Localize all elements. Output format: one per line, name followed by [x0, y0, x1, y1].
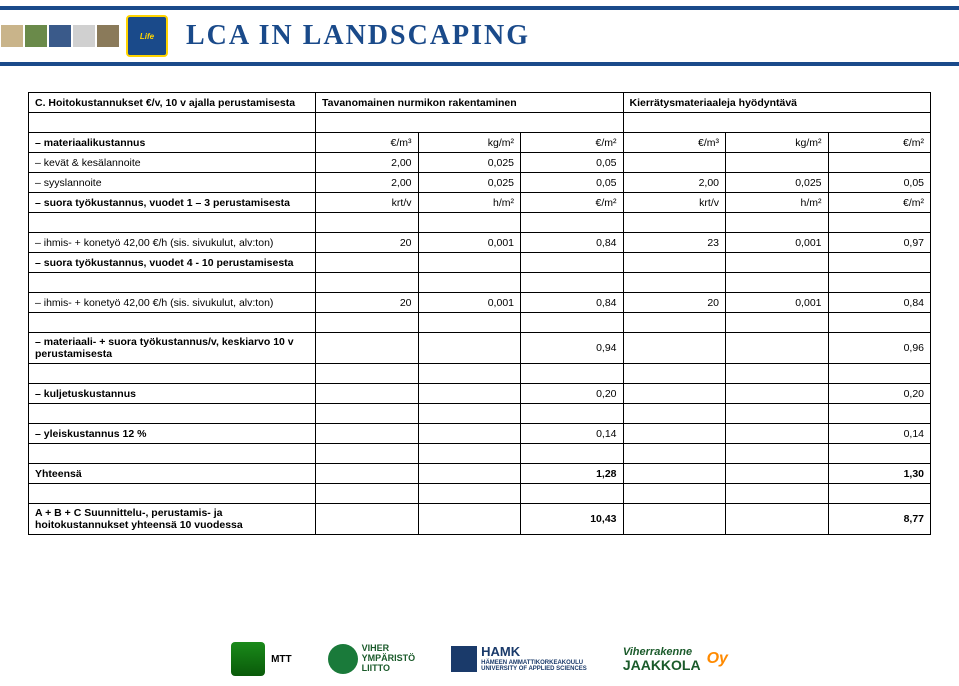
table-row-yhteensa: Yhteensä 1,28 1,30: [29, 464, 931, 484]
row-label: A + B + C Suunnittelu-, perustamis- ja h…: [29, 504, 316, 535]
value-cell: 20: [623, 293, 726, 313]
value-cell: 10,43: [521, 504, 624, 535]
table-row-suora410: – suora työkustannus, vuodet 4 - 10 peru…: [29, 253, 931, 273]
mtt-label: MTT: [271, 654, 292, 665]
value-cell: 0,14: [521, 424, 624, 444]
value-cell: 0,84: [521, 233, 624, 253]
unit-cell: h/m²: [726, 193, 829, 213]
jaakkola-label-2: JAAKKOLA: [623, 658, 701, 672]
value-cell: 20: [316, 293, 419, 313]
value-cell: [623, 153, 726, 173]
value-cell: 23: [623, 233, 726, 253]
value-cell: 0,001: [418, 293, 521, 313]
table-row-yleis: – yleiskustannus 12 % 0,14 0,14: [29, 424, 931, 444]
row-label: – materiaalikustannus: [29, 133, 316, 153]
unit-cell: €/m²: [828, 193, 931, 213]
value-cell: 2,00: [623, 173, 726, 193]
row-label: – syyslannoite: [29, 173, 316, 193]
value-cell: 0,05: [521, 153, 624, 173]
value-cell: 1,28: [521, 464, 624, 484]
unit-cell: €/m²: [521, 133, 624, 153]
value-cell: 0,025: [726, 173, 829, 193]
value-cell: 0,025: [418, 173, 521, 193]
life-badge-text: Life: [140, 32, 154, 41]
row-label: – ihmis- + konetyö 42,00 €/h (sis. sivuk…: [29, 233, 316, 253]
value-cell: 0,84: [828, 293, 931, 313]
value-cell: 0,001: [418, 233, 521, 253]
jaakkola-oy: Oy: [707, 650, 728, 668]
header-stripe-bottom: [0, 62, 959, 66]
row-label: – ihmis- + konetyö 42,00 €/h (sis. sivuk…: [29, 293, 316, 313]
value-cell: 0,05: [521, 173, 624, 193]
unit-cell: €/m²: [828, 133, 931, 153]
viher-label-3: LIITTO: [362, 664, 416, 674]
unit-cell: kg/m²: [726, 133, 829, 153]
unit-cell: €/m²: [521, 193, 624, 213]
header-stripe-top: [0, 6, 959, 10]
logo-hamk: HAMK HÄMEEN AMMATTIKORKEAKOULU UNIVERSIT…: [451, 645, 587, 672]
logo-jaakkola: Viherrakenne JAAKKOLA Oy: [623, 647, 728, 672]
hamk-label-2: HÄMEEN AMMATTIKORKEAKOULU: [481, 660, 587, 667]
value-cell: 0,025: [418, 153, 521, 173]
logo-viher: VIHER YMPÄRISTÖ LIITTO: [328, 644, 416, 674]
table-row-kevat: – kevät & kesälannoite 2,00 0,025 0,05: [29, 153, 931, 173]
value-cell: 20: [316, 233, 419, 253]
cost-table: C. Hoitokustannukset €/v, 10 v ajalla pe…: [28, 92, 931, 535]
table-row-syys: – syyslannoite 2,00 0,025 0,05 2,00 0,02…: [29, 173, 931, 193]
value-cell: [828, 153, 931, 173]
header-mid: Life LCA IN LANDSCAPING: [0, 14, 959, 58]
value-cell: 1,30: [828, 464, 931, 484]
value-cell: 0,84: [521, 293, 624, 313]
table-row-section-c: C. Hoitokustannukset €/v, 10 v ajalla pe…: [29, 93, 931, 113]
value-cell: 0,001: [726, 233, 829, 253]
unit-cell: krt/v: [316, 193, 419, 213]
life-badge-icon: Life: [126, 15, 168, 57]
row-label: – yleiskustannus 12 %: [29, 424, 316, 444]
unit-cell: h/m²: [418, 193, 521, 213]
table-row-kuljetus: – kuljetuskustannus 0,20 0,20: [29, 384, 931, 404]
table-row-materiaali: – materiaalikustannus €/m³ kg/m² €/m² €/…: [29, 133, 931, 153]
value-cell: 0,94: [521, 333, 624, 364]
row-label: – kevät & kesälannoite: [29, 153, 316, 173]
row-label: Yhteensä: [29, 464, 316, 484]
table-row-matsuora: – materiaali- + suora työkustannus/v, ke…: [29, 333, 931, 364]
hamk-icon: [451, 646, 477, 672]
table-row-ihmis2: – ihmis- + konetyö 42,00 €/h (sis. sivuk…: [29, 293, 931, 313]
value-cell: 8,77: [828, 504, 931, 535]
unit-cell: kg/m²: [418, 133, 521, 153]
hamk-label-3: UNIVERSITY OF APPLIED SCIENCES: [481, 666, 587, 673]
content-area: C. Hoitokustannukset €/v, 10 v ajalla pe…: [0, 80, 959, 535]
row-label: – suora työkustannus, vuodet 4 - 10 peru…: [29, 253, 316, 273]
unit-cell: €/m³: [623, 133, 726, 153]
section-c-title: C. Hoitokustannukset €/v, 10 v ajalla pe…: [29, 93, 316, 113]
value-cell: 0,14: [828, 424, 931, 444]
row-label: – suora työkustannus, vuodet 1 – 3 perus…: [29, 193, 316, 213]
col-group-a: Tavanomainen nurmikon rakentaminen: [316, 93, 624, 113]
value-cell: 0,20: [828, 384, 931, 404]
hamk-label-1: HAMK: [481, 645, 587, 659]
table-row-ihmis1: – ihmis- + konetyö 42,00 €/h (sis. sivuk…: [29, 233, 931, 253]
value-cell: 0,05: [828, 173, 931, 193]
row-label: – kuljetuskustannus: [29, 384, 316, 404]
unit-cell: €/m³: [316, 133, 419, 153]
table-row-abc: A + B + C Suunnittelu-, perustamis- ja h…: [29, 504, 931, 535]
value-cell: 0,20: [521, 384, 624, 404]
col-group-b: Kierrätysmateriaaleja hyödyntävä: [623, 93, 931, 113]
value-cell: [726, 153, 829, 173]
mtt-icon: [231, 642, 265, 676]
footer-logos: MTT VIHER YMPÄRISTÖ LIITTO HAMK HÄMEEN A…: [0, 638, 959, 680]
value-cell: 0,001: [726, 293, 829, 313]
value-cell: 0,97: [828, 233, 931, 253]
row-label: – materiaali- + suora työkustannus/v, ke…: [29, 333, 316, 364]
logo-mtt: MTT: [231, 642, 292, 676]
jaakkola-label-1: Viherrakenne: [623, 647, 701, 658]
viher-icon: [328, 644, 358, 674]
page-title: LCA IN LANDSCAPING: [186, 20, 530, 52]
unit-cell: krt/v: [623, 193, 726, 213]
value-cell: 2,00: [316, 153, 419, 173]
table-row-suora13: – suora työkustannus, vuodet 1 – 3 perus…: [29, 193, 931, 213]
value-cell: 2,00: [316, 173, 419, 193]
header-bar: Life LCA IN LANDSCAPING: [0, 0, 959, 80]
value-cell: 0,96: [828, 333, 931, 364]
